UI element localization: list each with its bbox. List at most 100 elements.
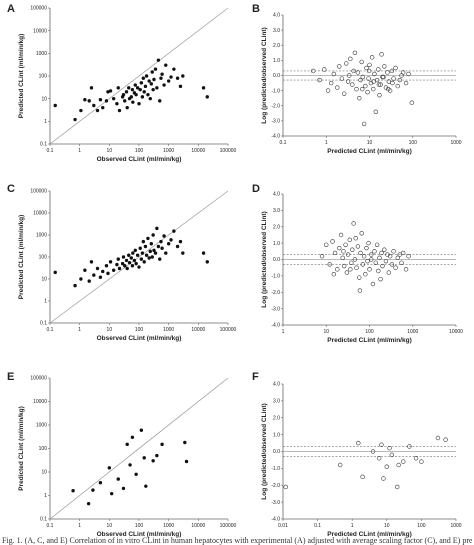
data-point [98, 481, 103, 485]
data-point [382, 247, 387, 252]
data-point [319, 254, 325, 259]
data-point [162, 83, 166, 87]
data-point [443, 437, 448, 442]
data-point [205, 260, 209, 264]
y-tick-label: 3.0 [273, 399, 280, 405]
data-point [330, 239, 335, 244]
x-tick-label: 10000 [449, 329, 463, 335]
y-tick-label: -1.0 [271, 88, 280, 94]
data-point [143, 244, 148, 249]
data-point [328, 80, 334, 86]
data-point [87, 279, 91, 283]
data-point [124, 258, 129, 263]
x-tick-label: 10 [107, 327, 113, 333]
data-point [325, 88, 331, 93]
y-tick-label: 0.1 [40, 517, 47, 523]
data-point [341, 249, 346, 254]
data-point [124, 90, 129, 94]
x-tick-label: 1 [78, 523, 81, 529]
data-point [331, 71, 337, 77]
y-tick-label: 100 [39, 255, 48, 261]
data-point [160, 442, 164, 447]
data-point [150, 70, 154, 74]
y-tick-label: 0.0 [273, 257, 280, 263]
data-point [363, 272, 368, 277]
data-point [407, 444, 412, 449]
y-tick-label: 10 [41, 470, 47, 476]
data-point [395, 83, 400, 89]
data-point [349, 260, 354, 265]
data-point [159, 76, 163, 80]
data-point [133, 83, 137, 87]
data-point [130, 87, 135, 92]
data-point [343, 242, 348, 247]
data-point [373, 109, 379, 115]
y-tick-label: 0.0 [273, 449, 280, 455]
data-point [348, 267, 353, 272]
y-tick-label: 0.1 [40, 142, 47, 148]
y-tick-label: -4.0 [271, 517, 280, 523]
data-point [383, 85, 389, 90]
x-tick-label: 100000 [220, 148, 237, 154]
x-tick-label: 100 [409, 140, 418, 146]
panel-label: C [7, 183, 15, 195]
data-point [376, 456, 382, 461]
data-point [158, 257, 162, 261]
data-point [371, 86, 376, 92]
data-point [98, 98, 103, 102]
data-point [365, 258, 370, 264]
data-point [370, 281, 376, 287]
data-point [87, 99, 91, 103]
y-tick-label: 0.1 [40, 321, 47, 327]
data-point [121, 486, 126, 491]
data-point [116, 257, 120, 261]
panel-label: D [252, 183, 260, 195]
x-tick-label: 1000 [163, 523, 174, 529]
data-point [111, 268, 116, 272]
data-point [361, 121, 367, 127]
y-tick-label: -1.0 [271, 274, 280, 280]
data-point [130, 264, 135, 268]
data-point [125, 266, 129, 271]
x-tick-label: 10 [323, 329, 329, 335]
y-tick-label: -4.0 [271, 134, 280, 140]
data-point [153, 67, 158, 71]
data-point [352, 257, 358, 262]
data-point [341, 91, 347, 96]
y-tick-label: -4.0 [271, 323, 280, 329]
data-point [142, 456, 146, 460]
data-point [389, 452, 395, 458]
data-point [344, 270, 350, 275]
data-point [359, 231, 364, 236]
data-point [327, 262, 332, 267]
data-point [127, 253, 131, 257]
data-point [151, 233, 155, 237]
data-point [137, 101, 141, 106]
data-point [370, 449, 376, 454]
data-point [387, 445, 392, 451]
data-point [371, 79, 376, 84]
data-point [123, 99, 127, 103]
y-axis-title: Predicted CLint (ml/min/kg) [18, 34, 25, 119]
data-point [158, 99, 162, 103]
data-point [107, 466, 112, 470]
y-axis-title: Predicted CLint (ml/min/kg) [18, 215, 25, 300]
data-point [369, 252, 374, 257]
data-point [389, 262, 395, 267]
data-point [366, 68, 372, 74]
y-tick-label: 1 [44, 119, 47, 125]
data-point [120, 261, 125, 266]
data-point [183, 440, 187, 445]
y-tick-label: -3.0 [271, 306, 280, 312]
panel-b: B 0.1 1 10 100 1000 4.0 3.0 2.0 1.0 0.0 -1.0 -2.0 -3.… [252, 3, 462, 155]
data-point [141, 239, 146, 244]
y-tick-label: -2.0 [271, 290, 280, 296]
data-point [350, 82, 355, 87]
data-point [92, 273, 96, 277]
data-point [139, 428, 144, 432]
y-axis-title: Log (predicted/observed CLint) [261, 211, 268, 307]
data-point [385, 86, 391, 92]
data-point [181, 74, 185, 78]
data-point [143, 84, 148, 89]
x-tick-label: 1000 [163, 148, 174, 154]
